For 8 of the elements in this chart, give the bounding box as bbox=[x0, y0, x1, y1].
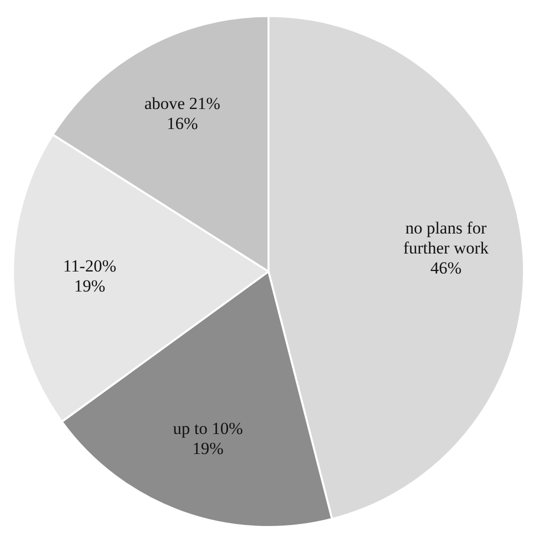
slice-label: up to 10% bbox=[172, 419, 243, 438]
data-label: 16% bbox=[166, 114, 198, 134]
slice-label: no plans for further work bbox=[403, 218, 490, 258]
data-label: 19% bbox=[74, 276, 106, 296]
data-label: 19% bbox=[192, 439, 224, 458]
data-label: 46% bbox=[430, 258, 462, 278]
slice-label: 11-20% bbox=[63, 256, 116, 276]
slice-label: above 21% bbox=[144, 94, 220, 114]
